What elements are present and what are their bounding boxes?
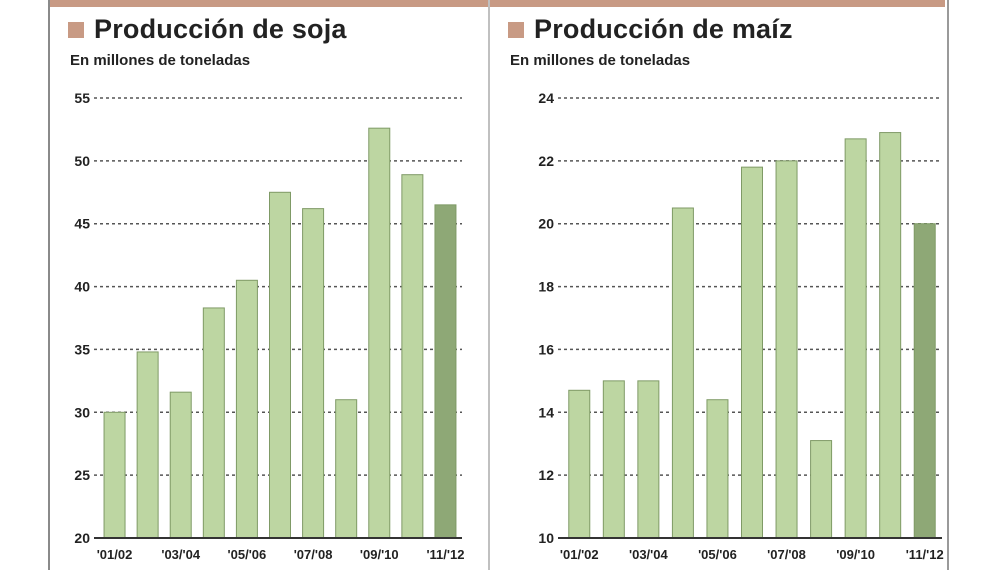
corn-bar bbox=[671, 207, 694, 539]
soy-x-tick-label: '03/'04 bbox=[161, 547, 200, 562]
corn-bar bbox=[741, 166, 763, 539]
soy-y-tick-label: 40 bbox=[74, 279, 90, 295]
corn-bar bbox=[879, 132, 902, 539]
soy-y-tick-label: 20 bbox=[74, 530, 90, 546]
corn-bar bbox=[913, 223, 936, 539]
soy-y-tick-label: 30 bbox=[74, 404, 90, 420]
soy-title-row: Producción de soja bbox=[68, 14, 347, 45]
corn-y-tick-label: 18 bbox=[538, 279, 554, 295]
corn-x-tick-label: '11/'12 bbox=[906, 547, 944, 562]
corn-bar bbox=[602, 380, 625, 539]
soy-x-tick-label: '09/'10 bbox=[360, 547, 399, 562]
soy-x-tick-label: '01/02 bbox=[97, 547, 133, 562]
soy-y-tick-label: 45 bbox=[74, 216, 90, 232]
soy-x-tick-label: '07/'08 bbox=[294, 547, 333, 562]
soy-bar bbox=[169, 391, 192, 539]
soy-chart-panel: Producción de soja En millones de tonela… bbox=[48, 0, 490, 570]
corn-y-tick-label: 14 bbox=[538, 404, 554, 420]
corn-x-tick-label: '01/'02 bbox=[560, 547, 599, 562]
soy-title-bullet-icon bbox=[68, 21, 84, 38]
soy-y-tick-label: 50 bbox=[74, 153, 90, 169]
corn-y-tick-label: 12 bbox=[538, 467, 554, 483]
corn-bar bbox=[810, 440, 833, 539]
soy-bar bbox=[434, 204, 457, 539]
soy-y-tick-label: 35 bbox=[74, 341, 90, 357]
corn-title-row: Producción de maíz bbox=[508, 14, 793, 45]
corn-bar bbox=[568, 389, 591, 539]
soy-x-tick-label: '05/'06 bbox=[228, 547, 267, 562]
corn-y-tick-label: 24 bbox=[538, 90, 554, 106]
corn-bar bbox=[775, 160, 798, 539]
soy-bar bbox=[136, 351, 159, 539]
soy-bar bbox=[335, 399, 358, 539]
corn-bar bbox=[844, 138, 867, 539]
soy-bar bbox=[302, 208, 325, 539]
soy-y-tick-label: 25 bbox=[74, 467, 90, 483]
corn-x-tick-label: '07/'08 bbox=[767, 547, 806, 562]
corn-x-tick-label: '09/'10 bbox=[836, 547, 875, 562]
soy-bar bbox=[368, 127, 391, 539]
soy-bar bbox=[269, 191, 291, 539]
corn-x-tick-label: '05/'06 bbox=[698, 547, 737, 562]
corn-y-tick-label: 16 bbox=[538, 341, 554, 357]
corn-x-tick-label: '03/'04 bbox=[629, 547, 668, 562]
corn-chart-title: Producción de maíz bbox=[534, 14, 793, 44]
soy-bar bbox=[401, 174, 424, 539]
soy-bar bbox=[235, 279, 258, 539]
corn-y-tick-label: 22 bbox=[538, 153, 554, 169]
corn-title-bullet-icon bbox=[508, 21, 524, 38]
soy-bar bbox=[202, 307, 225, 539]
corn-chart-panel: Producción de maíz En millones de tonela… bbox=[488, 0, 949, 570]
soy-chart-subtitle: En millones de toneladas bbox=[70, 52, 251, 69]
corn-chart-subtitle: En millones de toneladas bbox=[510, 52, 691, 69]
corn-bar bbox=[637, 380, 660, 539]
corn-y-tick-label: 10 bbox=[538, 530, 554, 546]
soy-bar bbox=[103, 411, 126, 539]
soy-x-tick-label: '11/'12 bbox=[426, 547, 464, 562]
soy-y-tick-label: 55 bbox=[74, 90, 90, 106]
soy-chart-title: Producción de soja bbox=[94, 14, 347, 44]
top-color-band bbox=[48, 0, 945, 7]
corn-bar bbox=[706, 399, 729, 539]
corn-y-tick-label: 20 bbox=[538, 216, 554, 232]
corn-bar-chart: 10 12 14 16 18 20 22 24 '01/'02 '03/'04 '05/'06 '07… bbox=[538, 90, 944, 562]
soy-bar-chart: 20 25 30 35 40 45 50 55 '01/02 '03/'04 '05/'06 '07/… bbox=[74, 90, 464, 562]
